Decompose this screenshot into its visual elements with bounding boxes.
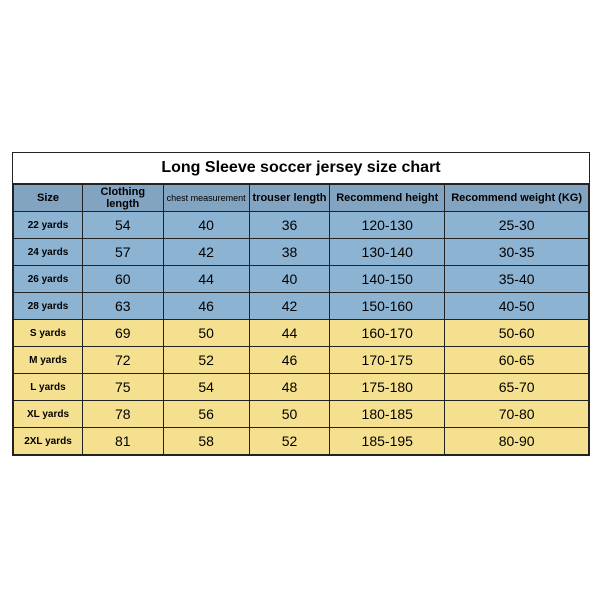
- size-chart: Long Sleeve soccer jersey size chart Siz…: [12, 152, 590, 456]
- value-cell: 120-130: [330, 212, 445, 239]
- value-cell: 36: [249, 212, 330, 239]
- table-row: 28 yards634642150-16040-50: [14, 293, 589, 320]
- value-cell: 46: [163, 293, 249, 320]
- col-header: Recommend weight (KG): [445, 185, 589, 212]
- value-cell: 72: [83, 347, 164, 374]
- value-cell: 160-170: [330, 320, 445, 347]
- col-header: Size: [14, 185, 83, 212]
- value-cell: 150-160: [330, 293, 445, 320]
- value-cell: 54: [83, 212, 164, 239]
- value-cell: 40-50: [445, 293, 589, 320]
- value-cell: 42: [163, 239, 249, 266]
- size-cell: M yards: [14, 347, 83, 374]
- table-row: L yards755448175-18065-70: [14, 374, 589, 401]
- value-cell: 70-80: [445, 401, 589, 428]
- value-cell: 81: [83, 428, 164, 455]
- value-cell: 75: [83, 374, 164, 401]
- value-cell: 50-60: [445, 320, 589, 347]
- table-row: 22 yards544036120-13025-30: [14, 212, 589, 239]
- value-cell: 58: [163, 428, 249, 455]
- value-cell: 65-70: [445, 374, 589, 401]
- value-cell: 57: [83, 239, 164, 266]
- value-cell: 60: [83, 266, 164, 293]
- table-row: 26 yards604440140-15035-40: [14, 266, 589, 293]
- value-cell: 48: [249, 374, 330, 401]
- value-cell: 140-150: [330, 266, 445, 293]
- table-row: XL yards785650180-18570-80: [14, 401, 589, 428]
- value-cell: 46: [249, 347, 330, 374]
- table-row: 24 yards574238130-14030-35: [14, 239, 589, 266]
- value-cell: 175-180: [330, 374, 445, 401]
- value-cell: 56: [163, 401, 249, 428]
- size-cell: 22 yards: [14, 212, 83, 239]
- col-header: Clothing length: [83, 185, 164, 212]
- value-cell: 40: [163, 212, 249, 239]
- value-cell: 50: [249, 401, 330, 428]
- size-cell: 26 yards: [14, 266, 83, 293]
- value-cell: 35-40: [445, 266, 589, 293]
- col-header: chest measurement: [163, 185, 249, 212]
- table-row: S yards695044160-17050-60: [14, 320, 589, 347]
- value-cell: 44: [249, 320, 330, 347]
- size-cell: 28 yards: [14, 293, 83, 320]
- value-cell: 180-185: [330, 401, 445, 428]
- value-cell: 52: [163, 347, 249, 374]
- size-cell: 24 yards: [14, 239, 83, 266]
- value-cell: 78: [83, 401, 164, 428]
- value-cell: 50: [163, 320, 249, 347]
- value-cell: 30-35: [445, 239, 589, 266]
- size-cell: L yards: [14, 374, 83, 401]
- value-cell: 52: [249, 428, 330, 455]
- value-cell: 38: [249, 239, 330, 266]
- value-cell: 69: [83, 320, 164, 347]
- chart-title: Long Sleeve soccer jersey size chart: [13, 153, 589, 184]
- table-header-row: SizeClothing lengthchest measurementtrou…: [14, 185, 589, 212]
- value-cell: 170-175: [330, 347, 445, 374]
- value-cell: 185-195: [330, 428, 445, 455]
- value-cell: 44: [163, 266, 249, 293]
- size-table: SizeClothing lengthchest measurementtrou…: [13, 184, 589, 455]
- table-row: 2XL yards815852185-19580-90: [14, 428, 589, 455]
- value-cell: 63: [83, 293, 164, 320]
- size-cell: XL yards: [14, 401, 83, 428]
- value-cell: 130-140: [330, 239, 445, 266]
- col-header: trouser length: [249, 185, 330, 212]
- col-header: Recommend height: [330, 185, 445, 212]
- size-cell: 2XL yards: [14, 428, 83, 455]
- value-cell: 25-30: [445, 212, 589, 239]
- size-cell: S yards: [14, 320, 83, 347]
- table-row: M yards725246170-17560-65: [14, 347, 589, 374]
- value-cell: 42: [249, 293, 330, 320]
- value-cell: 40: [249, 266, 330, 293]
- value-cell: 80-90: [445, 428, 589, 455]
- value-cell: 54: [163, 374, 249, 401]
- value-cell: 60-65: [445, 347, 589, 374]
